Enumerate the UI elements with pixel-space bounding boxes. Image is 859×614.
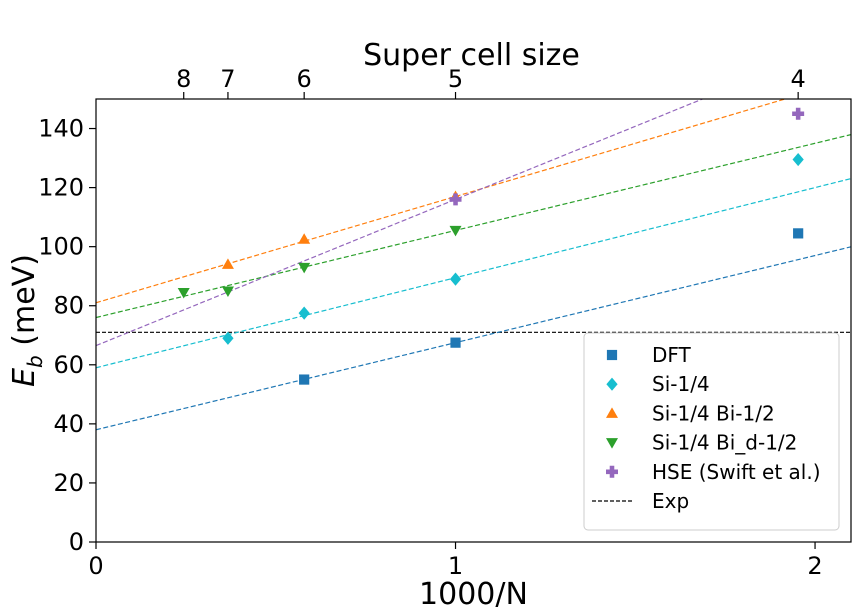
legend-marker-4 <box>606 465 618 478</box>
data-point-s0-p2 <box>793 228 804 239</box>
legend-marker-3 <box>606 438 618 449</box>
legend-label-3: Si-1/4 Bi_d-1/2 <box>652 431 797 455</box>
y-axis-title: Eb (meV) <box>7 254 47 387</box>
fit-lines-layer <box>96 99 851 431</box>
x-tick-label-2: 2 <box>807 552 822 580</box>
y-tick-label-3: 60 <box>53 351 84 379</box>
legend-marker-2 <box>606 407 618 418</box>
data-point-s0-p0 <box>299 374 310 385</box>
top-tick-label-2: 6 <box>297 65 312 93</box>
top-tick-label-3: 5 <box>448 65 463 93</box>
y-tick-label-1: 20 <box>53 469 84 497</box>
data-point-s2-p0 <box>221 258 234 269</box>
y-tick-label-5: 100 <box>38 233 84 261</box>
x-tick-label-1: 1 <box>448 552 463 580</box>
legend-label-exp: Exp <box>652 489 689 513</box>
data-point-s4-p0 <box>449 193 462 206</box>
data-point-s0-p1 <box>450 337 461 348</box>
data-point-s3-p2 <box>298 262 311 274</box>
legend-label-0: DFT <box>652 343 692 367</box>
x-tick-label-0: 0 <box>88 552 103 580</box>
plot-frame <box>95 98 852 543</box>
y-axis-title-subscript: b <box>23 355 47 368</box>
legend-label-4: HSE (Swift et al.) <box>652 460 821 484</box>
top-tick-label-4: 4 <box>791 65 806 93</box>
x-axis-title: 1000/N <box>419 577 528 612</box>
data-point-s3-p3 <box>449 225 462 237</box>
fit-line-3 <box>96 134 851 319</box>
markers-layer <box>177 107 805 385</box>
fit-line-1 <box>96 178 851 369</box>
y-tick-label-7: 140 <box>38 115 84 143</box>
legend-label-1: Si-1/4 <box>652 372 710 396</box>
y-tick-label-2: 40 <box>53 410 84 438</box>
data-point-s1-p1 <box>298 306 310 320</box>
data-point-s3-p1 <box>221 286 234 297</box>
legend-marker-0 <box>606 349 618 361</box>
data-point-s3-p0 <box>177 287 190 299</box>
y-tick-label-6: 120 <box>38 174 84 202</box>
data-point-s1-p2 <box>449 272 462 286</box>
fit-line-4 <box>96 99 705 347</box>
data-point-s2-p1 <box>298 233 311 244</box>
legend: DFT Si-1/4 Si-1/4 Bi-1/2 Si-1/4 Bi_d-1/2 HSE… <box>583 332 840 531</box>
top-tick-label-1: 7 <box>220 65 235 93</box>
y-axis-title-unit: (meV) <box>7 254 42 355</box>
fit-line-2 <box>96 99 788 304</box>
data-point-s4-p1 <box>792 107 805 120</box>
data-point-s1-p0 <box>222 331 234 345</box>
y-tick-label-4: 80 <box>53 292 84 320</box>
y-tick-label-0: 0 <box>69 528 84 556</box>
legend-marker-1 <box>606 377 618 391</box>
legend-label-2: Si-1/4 Bi-1/2 <box>652 401 775 425</box>
top-tick-label-0: 8 <box>176 65 191 93</box>
fit-line-0 <box>96 246 851 431</box>
legend-box <box>583 332 840 531</box>
y-axis-title-main: E <box>7 368 42 387</box>
top-axis-title: Super cell size <box>363 38 580 73</box>
data-point-s1-p3 <box>792 152 804 167</box>
